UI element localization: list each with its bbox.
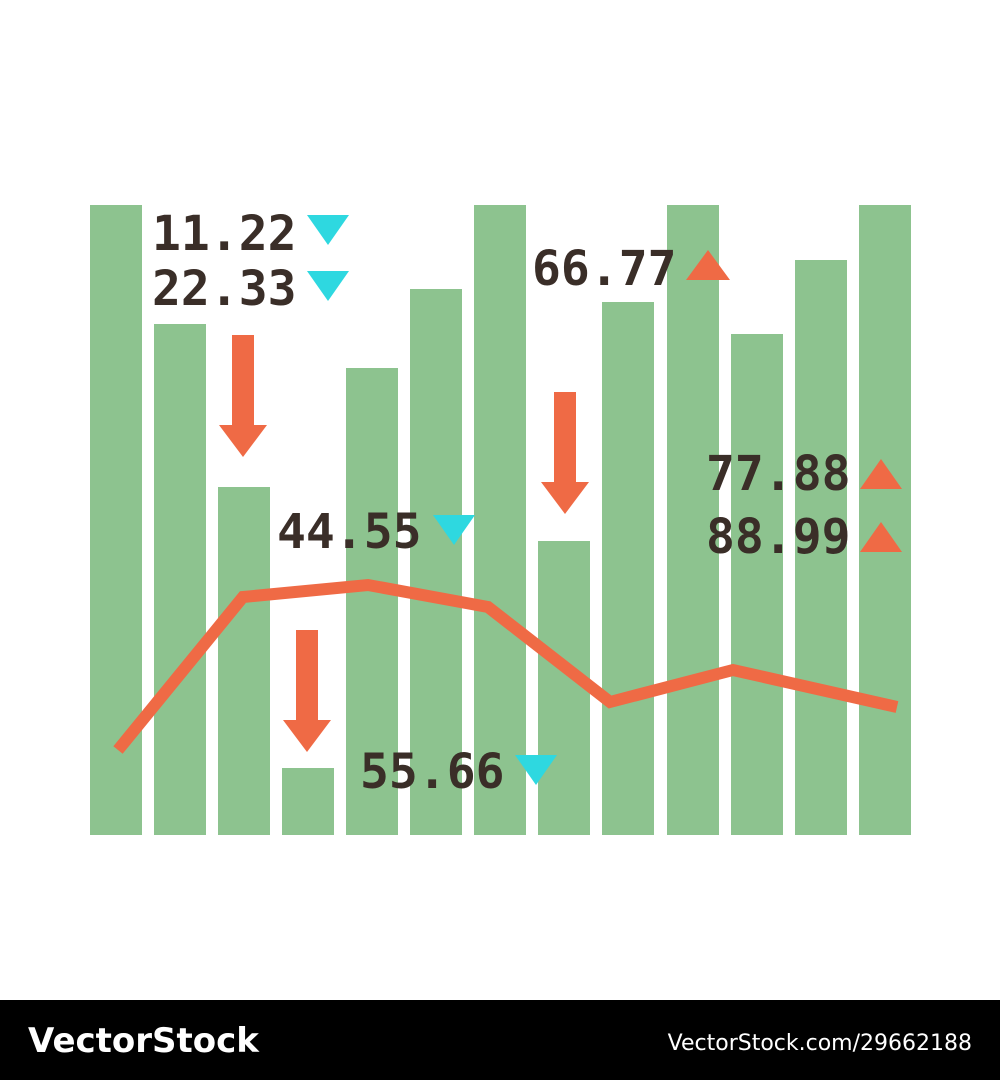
down-triangle [307, 271, 349, 301]
bar [731, 334, 783, 835]
watermark: VectorStock VectorStock.com/29662188 [0, 1000, 1000, 1080]
bar [474, 205, 526, 835]
brand: VectorStock [28, 1021, 260, 1061]
bar [218, 487, 270, 835]
bar [667, 205, 719, 835]
price-label: 22.33 [152, 261, 297, 317]
bar [795, 260, 847, 835]
bar [154, 324, 206, 835]
bar [859, 205, 911, 835]
price-label: 11.22 [152, 206, 297, 262]
price-label: 88.99 [706, 509, 851, 565]
price-label: 77.88 [706, 446, 851, 502]
price-label: 44.55 [277, 504, 422, 560]
bar [410, 289, 462, 835]
bars [90, 205, 911, 835]
up-triangle [860, 459, 902, 489]
down-arrow [541, 392, 589, 514]
down-triangle [307, 215, 349, 245]
bar [602, 302, 654, 835]
down-arrow [283, 630, 331, 752]
down-triangle [433, 515, 475, 545]
arrows [219, 335, 589, 752]
footer-bar [0, 1000, 1000, 1080]
price-labels: 11.22 22.33 44.55 55.66 66.77 77.88 88.9… [152, 206, 902, 800]
image-id: VectorStock.com/29662188 [668, 1031, 972, 1056]
bar [538, 541, 590, 835]
up-triangle [686, 250, 730, 280]
trend-line [113, 578, 899, 754]
up-triangle [860, 522, 902, 552]
price-label: 66.77 [532, 241, 677, 297]
bar [282, 768, 334, 835]
price-label: 55.66 [360, 744, 505, 800]
bar [346, 368, 398, 835]
down-arrow [219, 335, 267, 457]
bar [90, 205, 142, 835]
down-triangle [515, 755, 557, 785]
